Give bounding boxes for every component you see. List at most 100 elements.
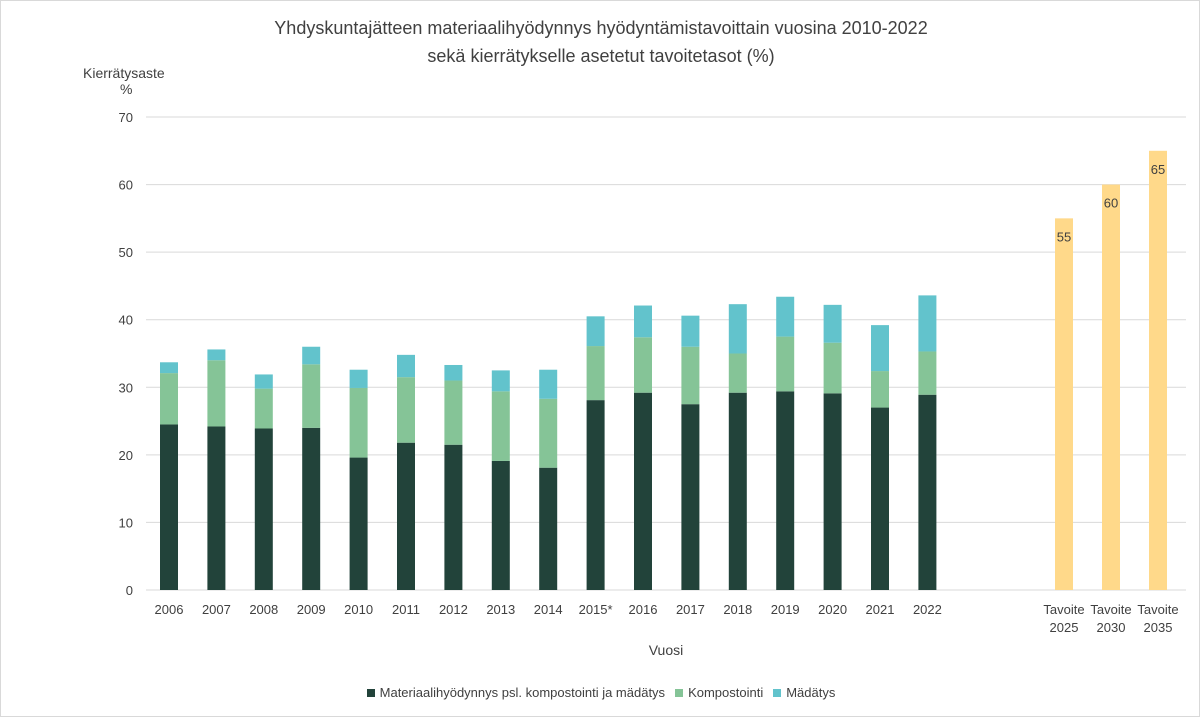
bar-segment-2017-s0	[681, 404, 700, 590]
bar-segment-2013-s0	[491, 460, 510, 590]
bar-segment-2008-s1	[254, 388, 273, 429]
legend-swatch-composting	[675, 688, 684, 697]
bar-segment-2012-s2	[444, 364, 463, 381]
x-tick-label-2009: 2009	[297, 602, 326, 617]
target-label-line2-2025: 2025	[1050, 620, 1079, 635]
legend-swatch-material	[366, 688, 375, 697]
bar-segment-2009-s2	[302, 346, 321, 365]
target-label-line2-2035: 2035	[1144, 620, 1173, 635]
legend-item-digestion: Mädätys	[773, 685, 835, 700]
target-value-label-2030: 60	[1104, 196, 1118, 211]
y-tick-label-20: 20	[119, 448, 133, 463]
bar-segment-2011-s0	[397, 442, 415, 590]
bar-segment-2014-s1	[539, 398, 558, 468]
bar-segment-2013-s1	[491, 391, 510, 461]
bar-segment-2016-s0	[634, 392, 652, 590]
bar-segment-2018-s2	[728, 304, 747, 354]
chart-subtitle: sekä kierrätykselle asetetut tavoitetaso…	[427, 46, 775, 66]
bar-segment-2022-s2	[918, 295, 937, 352]
legend-label-digestion: Mädätys	[786, 685, 836, 700]
bar-segment-2017-s2	[681, 315, 700, 347]
y-tick-label-60: 60	[119, 178, 133, 193]
bar-segment-2015-s0	[586, 400, 605, 590]
x-tick-label-2016: 2016	[629, 602, 658, 617]
x-tick-label-2019: 2019	[771, 602, 800, 617]
bar-segment-2008-s0	[254, 428, 273, 590]
bar-segment-2012-s0	[444, 444, 463, 590]
legend-item-composting: Kompostointi	[675, 685, 763, 700]
bar-segment-2007-s0	[207, 426, 226, 590]
y-tick-label-50: 50	[119, 245, 133, 260]
bar-segment-2021-s2	[871, 325, 889, 372]
x-tick-label-2006: 2006	[155, 602, 184, 617]
target-bar-2035	[1149, 150, 1167, 591]
bar-segment-2013-s2	[491, 370, 510, 392]
y-tick-label-70: 70	[119, 110, 133, 125]
bar-segment-2007-s2	[207, 349, 226, 361]
x-tick-label-2012: 2012	[439, 602, 468, 617]
target-label-line1-2025: Tavoite	[1043, 602, 1084, 617]
target-label-line1-2030: Tavoite	[1090, 602, 1131, 617]
bar-segment-2015-s2	[586, 316, 605, 347]
bar-segment-2016-s2	[634, 305, 652, 338]
bar-segment-2008-s2	[254, 374, 273, 389]
legend-label-material: Materiaalihyödynnys psl. kompostointi ja…	[379, 685, 666, 700]
bar-segment-2022-s0	[918, 394, 937, 590]
bar-segment-2012-s1	[444, 380, 463, 445]
x-tick-label-2018: 2018	[723, 602, 752, 617]
bar-segment-2010-s0	[349, 457, 368, 590]
bar-segment-2014-s0	[539, 467, 558, 590]
x-tick-label-2017: 2017	[676, 602, 705, 617]
bar-segment-2018-s0	[728, 392, 747, 590]
bar-segment-2009-s0	[302, 427, 321, 590]
x-tick-label-2013: 2013	[486, 602, 515, 617]
bar-segment-2011-s1	[397, 377, 415, 443]
bar-segment-2020-s0	[823, 393, 842, 590]
bar-segment-2015-s1	[586, 346, 605, 401]
bar-segment-2019-s0	[776, 391, 795, 590]
bar-segment-2011-s2	[397, 354, 415, 378]
bar-segment-2006-s2	[160, 362, 178, 374]
bar-segment-2016-s1	[634, 337, 652, 393]
target-bar-2030	[1102, 184, 1120, 591]
bar-segment-2021-s1	[871, 371, 889, 408]
x-tick-label-2011: 2011	[392, 602, 420, 617]
legend: Materiaalihyödynnys psl. kompostointi ja…	[1, 685, 1200, 700]
x-tick-label-2014: 2014	[534, 602, 563, 617]
bar-segment-2010-s2	[349, 369, 368, 388]
target-label-line2-2030: 2030	[1097, 620, 1126, 635]
x-tick-label-2007: 2007	[202, 602, 231, 617]
bar-segment-2010-s1	[349, 387, 368, 458]
y-axis-unit: %	[120, 81, 133, 97]
legend-swatch-digestion	[773, 688, 782, 697]
y-tick-label-40: 40	[119, 313, 133, 328]
bar-segment-2021-s0	[871, 407, 889, 590]
bar-segment-2020-s1	[823, 342, 842, 394]
y-tick-label-0: 0	[126, 583, 133, 598]
legend-item-material: Materiaalihyödynnys psl. kompostointi ja…	[366, 685, 666, 700]
target-label-line1-2035: Tavoite	[1137, 602, 1178, 617]
target-bar-2025	[1055, 218, 1073, 590]
x-tick-label-2015: 2015*	[579, 602, 613, 617]
chart-title: Yhdyskuntajätteen materiaalihyödynnys hy…	[274, 18, 928, 38]
target-value-label-2035: 65	[1151, 162, 1165, 177]
legend-label-composting: Kompostointi	[688, 685, 764, 700]
x-tick-label-2021: 2021	[866, 602, 895, 617]
target-value-label-2025: 55	[1057, 229, 1071, 244]
bar-segment-2006-s1	[160, 373, 178, 425]
x-tick-label-2020: 2020	[818, 602, 847, 617]
x-tick-label-2022: 2022	[913, 602, 942, 617]
bar-segment-2007-s1	[207, 360, 226, 427]
bar-segment-2018-s1	[728, 353, 747, 393]
bar-segment-2022-s1	[918, 351, 937, 395]
x-tick-label-2008: 2008	[249, 602, 278, 617]
x-axis-label: Vuosi	[648, 642, 684, 658]
bar-segment-2009-s1	[302, 364, 321, 428]
x-tick-label-2010: 2010	[344, 602, 373, 617]
bar-segment-2019-s1	[776, 336, 795, 392]
bar-segment-2020-s2	[823, 304, 842, 343]
bar-segment-2017-s1	[681, 346, 700, 405]
bar-segment-2014-s2	[539, 369, 558, 399]
